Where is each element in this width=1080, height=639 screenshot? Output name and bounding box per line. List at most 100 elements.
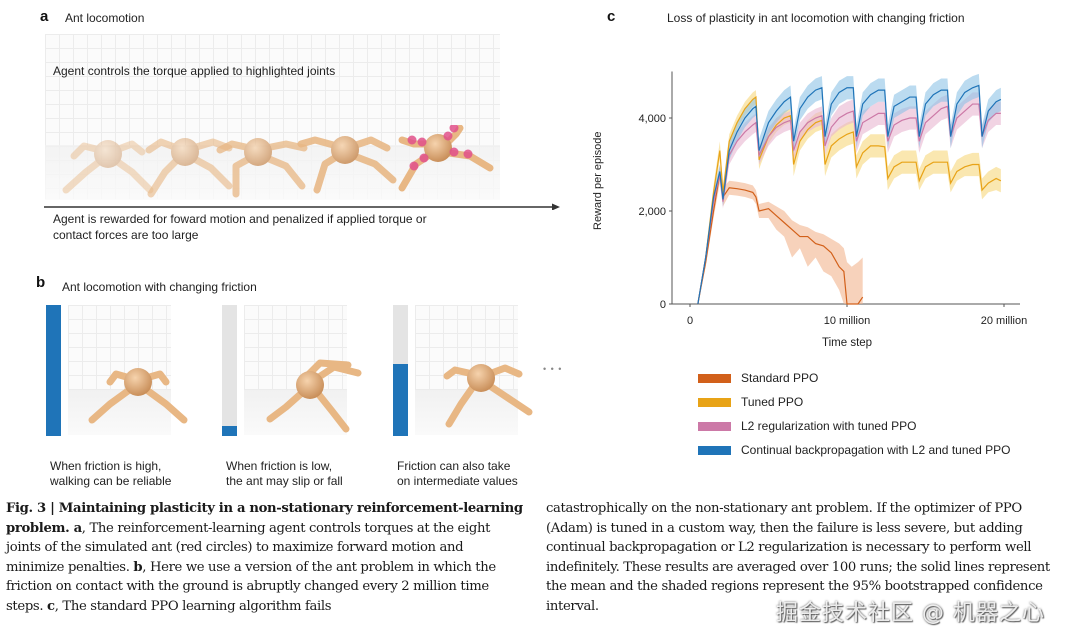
ant-body [424, 134, 452, 162]
caption-part: , The reinforcement-learning agent contr… [6, 520, 491, 575]
highlighted-joint [449, 147, 459, 157]
ant-leg [443, 366, 477, 380]
panel-c-letter: c [607, 8, 616, 25]
highlighted-joint [449, 125, 459, 133]
caption-column-2: catastrophically on the non-stationary a… [546, 501, 1050, 614]
watermark: 掘金技术社区 @ 机器之心 [776, 601, 1045, 626]
ant-leg [445, 380, 479, 428]
highlighted-joint [443, 131, 453, 141]
ant-leg [266, 387, 308, 423]
legend-item: Tuned PPO [698, 395, 803, 409]
ant-leg [145, 138, 181, 154]
legend-item: Continual backpropagation with L2 and tu… [698, 443, 1011, 457]
legend-item: Standard PPO [698, 371, 818, 385]
caption-part: b [133, 559, 143, 575]
ant-body [124, 368, 152, 396]
y-tick-label: 2,000 [638, 206, 666, 218]
ant [88, 368, 188, 424]
panel-b-title: Ant locomotion with changing friction [62, 280, 257, 294]
legend-swatch [698, 421, 731, 431]
x-axis-label: Time step [822, 337, 873, 349]
legend-item: L2 regularization with tuned PPO [698, 419, 916, 433]
friction-bar-fill [222, 425, 237, 436]
legend-label: Continual backpropagation with L2 and tu… [741, 443, 1011, 457]
caption-part: , Here we use a version of the ant probl… [6, 559, 496, 614]
ant-leg [312, 387, 350, 433]
confidence-band-3 [697, 73, 1001, 304]
friction-caption-line2: walking can be reliable [50, 474, 172, 488]
friction-caption-line2: on intermediate values [397, 474, 518, 488]
ant-body [171, 138, 199, 166]
friction-caption-line1: When friction is low, [226, 459, 333, 473]
ant-frames-strip [62, 125, 494, 198]
friction-bar-track [46, 305, 61, 436]
ant-body [94, 140, 122, 168]
friction-bar-fill [393, 363, 408, 436]
caption-part: c [47, 598, 55, 614]
highlighted-joint [409, 161, 419, 171]
legend-swatch [698, 397, 731, 407]
panel-a-letter: a [40, 8, 49, 25]
legend-swatch [698, 445, 731, 455]
chart-title: Loss of plasticity in ant locomotion wit… [667, 11, 965, 25]
ant-leg [258, 152, 306, 190]
highlighted-joint [419, 153, 429, 163]
confidence-band-2 [697, 92, 1001, 304]
ant-leg [312, 363, 362, 383]
panel-b-letter: b [36, 274, 46, 291]
reward-chart: 0 2,000 4,000 0 10 million 20 million [638, 71, 1027, 327]
ant-body [467, 364, 495, 392]
panel-a-bottom-text-line2: contact forces are too large [53, 228, 199, 242]
ant-leg [345, 150, 397, 184]
legend-label: Standard PPO [741, 371, 819, 385]
y-tick-label: 0 [660, 299, 666, 311]
ant [443, 364, 533, 428]
highlighted-joint [463, 149, 473, 159]
x-tick-label: 0 [687, 315, 693, 327]
x-tick-label: 20 million [981, 315, 1027, 327]
ant-leg [140, 384, 188, 424]
y-axis-label: Reward per episode [592, 131, 604, 230]
ant-leg [485, 364, 523, 378]
friction-bar-track [393, 305, 408, 436]
ant-frame-4 [297, 136, 397, 194]
panel-a-bottom-text-line1: Agent is rewarded for foward motion and … [53, 212, 427, 226]
caption-column-1: Fig. 3 | Maintaining plasticity in a non… [6, 499, 524, 617]
ant-body [296, 371, 324, 399]
y-tick-label: 4,000 [638, 113, 666, 125]
ant-illustration [88, 368, 188, 424]
ant-illustration [266, 359, 362, 433]
ant-leg [216, 140, 254, 154]
ant-body [331, 136, 359, 164]
ant-frame-5 [398, 125, 494, 192]
ant [266, 359, 362, 433]
ant-leg [112, 140, 146, 156]
ant-body [244, 138, 272, 166]
ant-leg [262, 140, 308, 152]
legend-label: Tuned PPO [741, 395, 804, 409]
friction-bar-fill [46, 305, 61, 436]
ant-illustration [443, 364, 533, 428]
friction-caption-line1: Friction can also take [397, 459, 511, 473]
legend-swatch [698, 373, 731, 383]
friction-bar-track [222, 305, 237, 436]
ant-frame-2 [145, 138, 233, 198]
ant-leg [483, 380, 533, 416]
ant-leg [70, 142, 104, 160]
highlighted-joint [417, 137, 427, 147]
ant-frame-1 [62, 140, 154, 194]
caption-part: Fig. 3 | Maintaining plasticity in a non… [6, 501, 523, 536]
legend-label: L2 regularization with tuned PPO [741, 419, 917, 433]
panel-a-title: Ant locomotion [65, 11, 145, 25]
ellipsis-more: • • • [543, 364, 563, 374]
highlighted-joint [407, 135, 417, 145]
x-tick-label: 10 million [824, 315, 870, 327]
series-line-1 [697, 95, 1002, 305]
ant-leg [297, 136, 341, 150]
friction-caption-line1: When friction is high, [50, 459, 162, 473]
forward-motion-arrow [44, 203, 560, 210]
caption-part: , The standard PPO learning algorithm fa… [54, 598, 332, 614]
panel-a-top-text: Agent controls the torque applied to hig… [53, 64, 336, 78]
friction-caption-line2: the ant may slip or fall [226, 474, 343, 488]
ant-leg [88, 384, 136, 424]
